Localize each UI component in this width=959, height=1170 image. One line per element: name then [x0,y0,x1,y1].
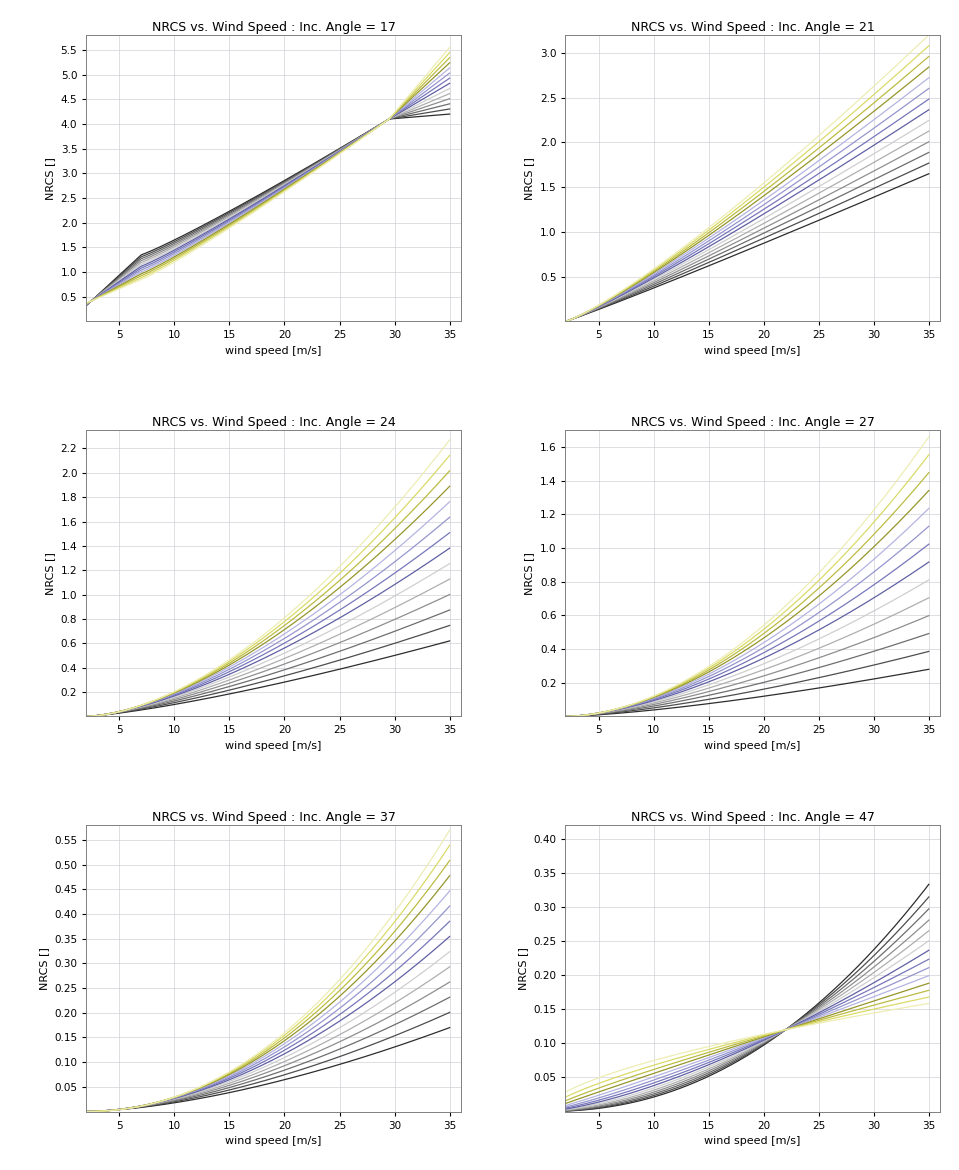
Y-axis label: NRCS []: NRCS [] [525,157,534,200]
Y-axis label: NRCS []: NRCS [] [45,157,55,200]
X-axis label: wind speed [m/s]: wind speed [m/s] [225,1136,321,1147]
X-axis label: wind speed [m/s]: wind speed [m/s] [225,346,321,356]
Title: NRCS vs. Wind Speed : Inc. Angle = 27: NRCS vs. Wind Speed : Inc. Angle = 27 [631,417,875,429]
Y-axis label: NRCS []: NRCS [] [45,552,55,594]
Y-axis label: NRCS []: NRCS [] [38,947,49,990]
Title: NRCS vs. Wind Speed : Inc. Angle = 37: NRCS vs. Wind Speed : Inc. Angle = 37 [152,811,395,824]
Title: NRCS vs. Wind Speed : Inc. Angle = 24: NRCS vs. Wind Speed : Inc. Angle = 24 [152,417,395,429]
X-axis label: wind speed [m/s]: wind speed [m/s] [225,741,321,751]
Title: NRCS vs. Wind Speed : Inc. Angle = 21: NRCS vs. Wind Speed : Inc. Angle = 21 [631,21,875,34]
Title: NRCS vs. Wind Speed : Inc. Angle = 17: NRCS vs. Wind Speed : Inc. Angle = 17 [152,21,395,34]
X-axis label: wind speed [m/s]: wind speed [m/s] [705,741,801,751]
Y-axis label: NRCS []: NRCS [] [518,947,527,990]
Y-axis label: NRCS []: NRCS [] [525,552,534,594]
X-axis label: wind speed [m/s]: wind speed [m/s] [705,346,801,356]
Title: NRCS vs. Wind Speed : Inc. Angle = 47: NRCS vs. Wind Speed : Inc. Angle = 47 [631,811,875,824]
X-axis label: wind speed [m/s]: wind speed [m/s] [705,1136,801,1147]
